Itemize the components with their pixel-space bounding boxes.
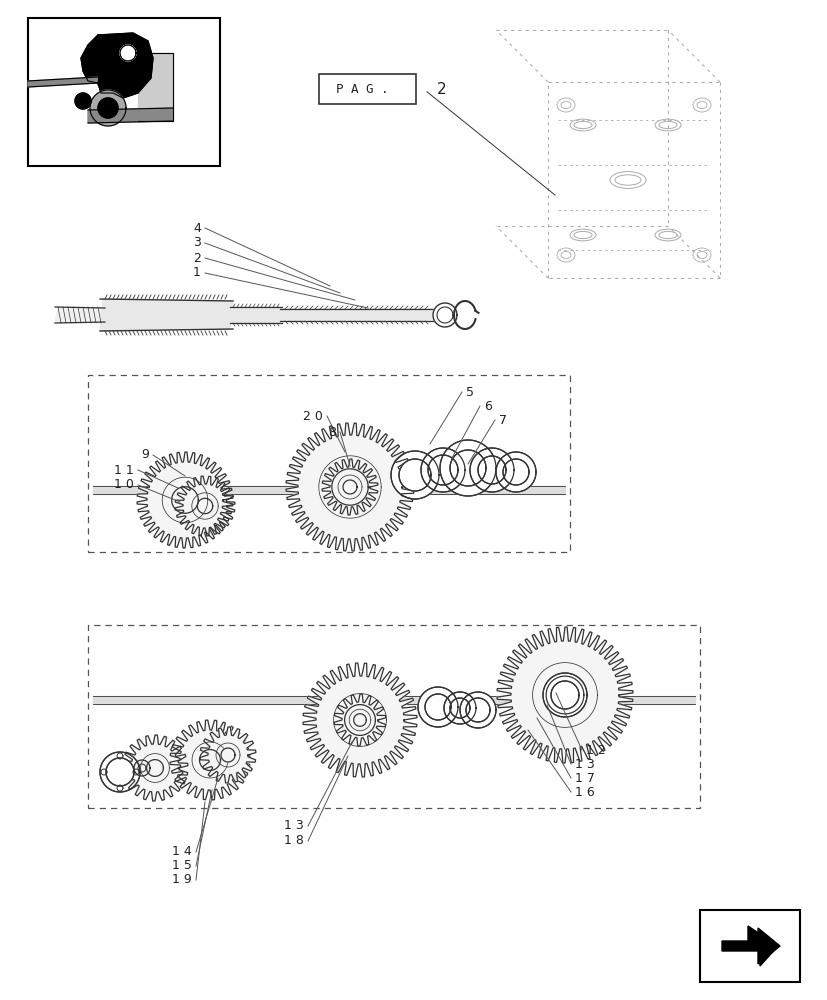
Polygon shape xyxy=(230,307,282,323)
Text: 1 0: 1 0 xyxy=(114,479,134,491)
Polygon shape xyxy=(75,93,91,109)
Polygon shape xyxy=(342,480,356,494)
Text: 1 7: 1 7 xyxy=(574,772,594,784)
Text: 6: 6 xyxy=(484,399,491,412)
Polygon shape xyxy=(390,451,438,499)
Text: P A G .: P A G . xyxy=(336,83,389,96)
Polygon shape xyxy=(757,928,779,964)
Polygon shape xyxy=(322,459,377,515)
Polygon shape xyxy=(420,448,465,492)
Text: 2 0: 2 0 xyxy=(303,410,323,422)
Polygon shape xyxy=(466,698,490,722)
Polygon shape xyxy=(171,487,198,513)
Polygon shape xyxy=(470,448,514,492)
Text: 4: 4 xyxy=(193,222,201,235)
Polygon shape xyxy=(197,498,213,514)
Polygon shape xyxy=(460,692,495,728)
Polygon shape xyxy=(344,705,375,735)
Bar xyxy=(88,625,699,808)
Polygon shape xyxy=(100,299,232,331)
Text: 2: 2 xyxy=(193,251,201,264)
Polygon shape xyxy=(550,681,578,709)
Polygon shape xyxy=(98,98,118,118)
Polygon shape xyxy=(543,673,586,717)
Polygon shape xyxy=(285,423,414,551)
Text: 1 5: 1 5 xyxy=(172,859,192,872)
Text: 1 6: 1 6 xyxy=(574,786,594,798)
Polygon shape xyxy=(418,687,457,727)
Polygon shape xyxy=(174,476,235,536)
Polygon shape xyxy=(303,663,417,777)
Bar xyxy=(88,375,569,552)
Polygon shape xyxy=(90,90,126,126)
Text: 2: 2 xyxy=(437,82,446,97)
Polygon shape xyxy=(200,727,256,783)
Polygon shape xyxy=(433,303,457,327)
Polygon shape xyxy=(477,456,505,484)
Polygon shape xyxy=(334,694,385,746)
Polygon shape xyxy=(546,676,583,714)
Text: 5: 5 xyxy=(466,385,473,398)
Polygon shape xyxy=(449,698,470,718)
Polygon shape xyxy=(55,307,108,323)
Text: 1 8: 1 8 xyxy=(284,834,304,847)
Polygon shape xyxy=(88,108,173,123)
Text: 1 3: 1 3 xyxy=(284,819,304,832)
Polygon shape xyxy=(28,77,98,87)
Polygon shape xyxy=(399,459,431,491)
Polygon shape xyxy=(496,627,632,763)
Text: 1 2: 1 2 xyxy=(586,743,605,756)
Polygon shape xyxy=(449,450,485,486)
Text: 8: 8 xyxy=(327,426,336,438)
Polygon shape xyxy=(353,714,366,726)
Polygon shape xyxy=(428,455,457,485)
Text: 7: 7 xyxy=(499,414,506,426)
Polygon shape xyxy=(424,694,451,720)
Text: 3: 3 xyxy=(193,236,201,249)
Bar xyxy=(699,910,799,982)
Polygon shape xyxy=(93,486,564,494)
Polygon shape xyxy=(134,760,150,776)
Polygon shape xyxy=(122,735,188,801)
Polygon shape xyxy=(199,750,220,770)
Polygon shape xyxy=(443,692,476,724)
Text: 1 3: 1 3 xyxy=(574,758,594,770)
Polygon shape xyxy=(495,452,535,492)
Polygon shape xyxy=(100,752,140,792)
Polygon shape xyxy=(280,309,437,321)
Polygon shape xyxy=(221,748,235,762)
Polygon shape xyxy=(120,45,136,61)
Polygon shape xyxy=(81,33,153,98)
Text: 1 9: 1 9 xyxy=(172,874,192,886)
Text: 9: 9 xyxy=(141,448,149,462)
FancyBboxPatch shape xyxy=(318,74,415,104)
Text: 1 1: 1 1 xyxy=(114,464,134,477)
Polygon shape xyxy=(106,758,134,786)
Polygon shape xyxy=(146,760,163,776)
Polygon shape xyxy=(439,440,495,496)
Text: 1 4: 1 4 xyxy=(172,845,192,858)
Polygon shape xyxy=(137,452,232,548)
Polygon shape xyxy=(184,494,215,512)
Polygon shape xyxy=(502,459,528,485)
Polygon shape xyxy=(332,469,368,505)
Text: 1: 1 xyxy=(193,266,201,279)
Polygon shape xyxy=(721,926,777,966)
Polygon shape xyxy=(93,696,694,704)
Bar xyxy=(28,18,220,166)
Polygon shape xyxy=(170,720,250,800)
Polygon shape xyxy=(138,53,173,121)
